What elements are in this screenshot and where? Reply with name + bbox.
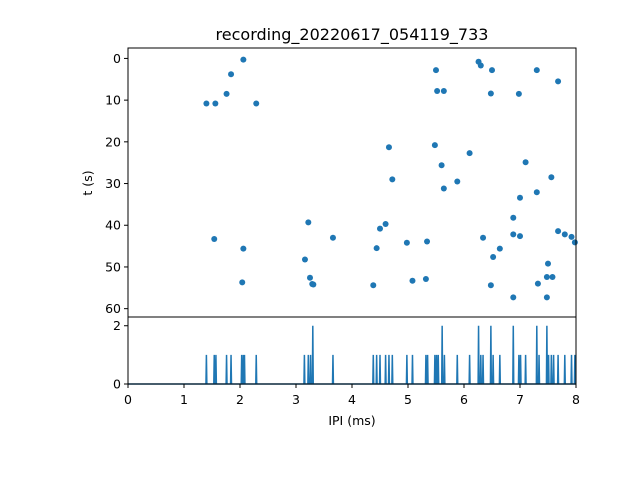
raster-point: [228, 71, 235, 78]
histogram-x-tick-label: 2: [236, 392, 244, 407]
raster-point: [510, 214, 517, 221]
raster-point: [211, 236, 218, 243]
histogram-x-ticks: 0 1 2 3 4 5 6 7 8: [124, 384, 580, 407]
raster-point: [480, 234, 487, 241]
raster-point: [510, 294, 517, 301]
raster-point: [403, 239, 410, 246]
raster-y-axis-label: t (s): [80, 170, 95, 195]
raster-y-tick-label: 50: [105, 259, 121, 274]
raster-y-ticks: 0 10 20 30 40 50 60: [105, 51, 128, 316]
raster-point: [305, 219, 312, 226]
raster-point: [239, 279, 246, 286]
raster-point: [515, 90, 522, 97]
raster-point: [240, 56, 247, 63]
histogram-x-tick-label: 7: [516, 392, 524, 407]
raster-point: [534, 280, 541, 287]
histogram-x-axis-label: IPI (ms): [328, 413, 375, 428]
raster-point: [438, 162, 445, 169]
chart-title: recording_20220617_054119_733: [216, 25, 489, 45]
raster-y-tick-label: 10: [105, 93, 121, 108]
histogram-y-ticks: 02: [113, 318, 128, 392]
raster-y-tick-label: 60: [105, 301, 121, 316]
raster-point: [203, 100, 210, 107]
raster-point: [440, 185, 447, 192]
raster-y-tick-label: 40: [105, 218, 121, 233]
raster-point: [382, 220, 389, 227]
raster-point: [329, 234, 336, 241]
raster-point: [568, 233, 575, 240]
raster-point: [389, 176, 396, 183]
raster-point: [517, 194, 523, 201]
raster-point: [240, 245, 247, 252]
raster-point: [454, 178, 461, 185]
raster-point: [522, 159, 529, 166]
raster-point: [466, 150, 473, 157]
raster-point: [301, 256, 308, 263]
raster-y-tick-label: 30: [105, 176, 121, 191]
histogram-x-tick-label: 8: [572, 392, 580, 407]
raster-point: [431, 142, 438, 149]
raster-point: [561, 231, 568, 238]
histogram-x-tick-label: 4: [348, 392, 356, 407]
histogram-x-tick-label: 1: [180, 392, 188, 407]
raster-point: [487, 90, 494, 97]
raster-point: [533, 67, 540, 74]
histogram-x-tick-label: 3: [292, 392, 300, 407]
histogram-y-tick-label: 2: [113, 318, 121, 333]
raster-point: [212, 100, 219, 107]
histogram-x-tick-label: 0: [124, 392, 132, 407]
raster-point: [517, 233, 523, 240]
histogram-x-tick-label: 5: [404, 392, 412, 407]
histogram-y-tick-label: 0: [113, 377, 121, 392]
raster-point: [555, 78, 562, 85]
raster-point: [409, 277, 416, 284]
raster-point: [424, 238, 431, 245]
ipi-histogram-line: [128, 325, 577, 385]
raster-point: [434, 87, 441, 94]
histogram-x-tick-label: 6: [460, 392, 468, 407]
raster-point: [548, 174, 555, 181]
raster-point: [373, 245, 380, 252]
raster-point: [490, 253, 497, 260]
raster-point: [489, 67, 495, 74]
raster-point: [385, 144, 392, 151]
raster-points: [203, 56, 578, 301]
raster-point: [377, 225, 383, 232]
raster-point: [555, 228, 562, 235]
raster-point: [433, 67, 439, 74]
raster-point: [545, 260, 551, 267]
raster-point: [477, 62, 484, 69]
raster-point: [253, 100, 260, 107]
raster-point: [549, 273, 556, 280]
raster-point: [543, 273, 550, 280]
raster-point: [510, 231, 517, 238]
raster-point: [571, 239, 578, 246]
raster-point: [533, 189, 540, 196]
raster-y-tick-label: 20: [105, 134, 121, 149]
raster-point: [310, 281, 317, 288]
raster-point: [487, 282, 494, 289]
raster-point: [307, 274, 313, 281]
raster-point: [496, 245, 503, 252]
raster-point: [543, 294, 550, 301]
raster-point: [223, 90, 230, 97]
raster-point: [422, 276, 429, 283]
raster-point: [370, 282, 377, 289]
raster-point: [440, 87, 447, 94]
raster-y-tick-label: 0: [113, 51, 121, 66]
